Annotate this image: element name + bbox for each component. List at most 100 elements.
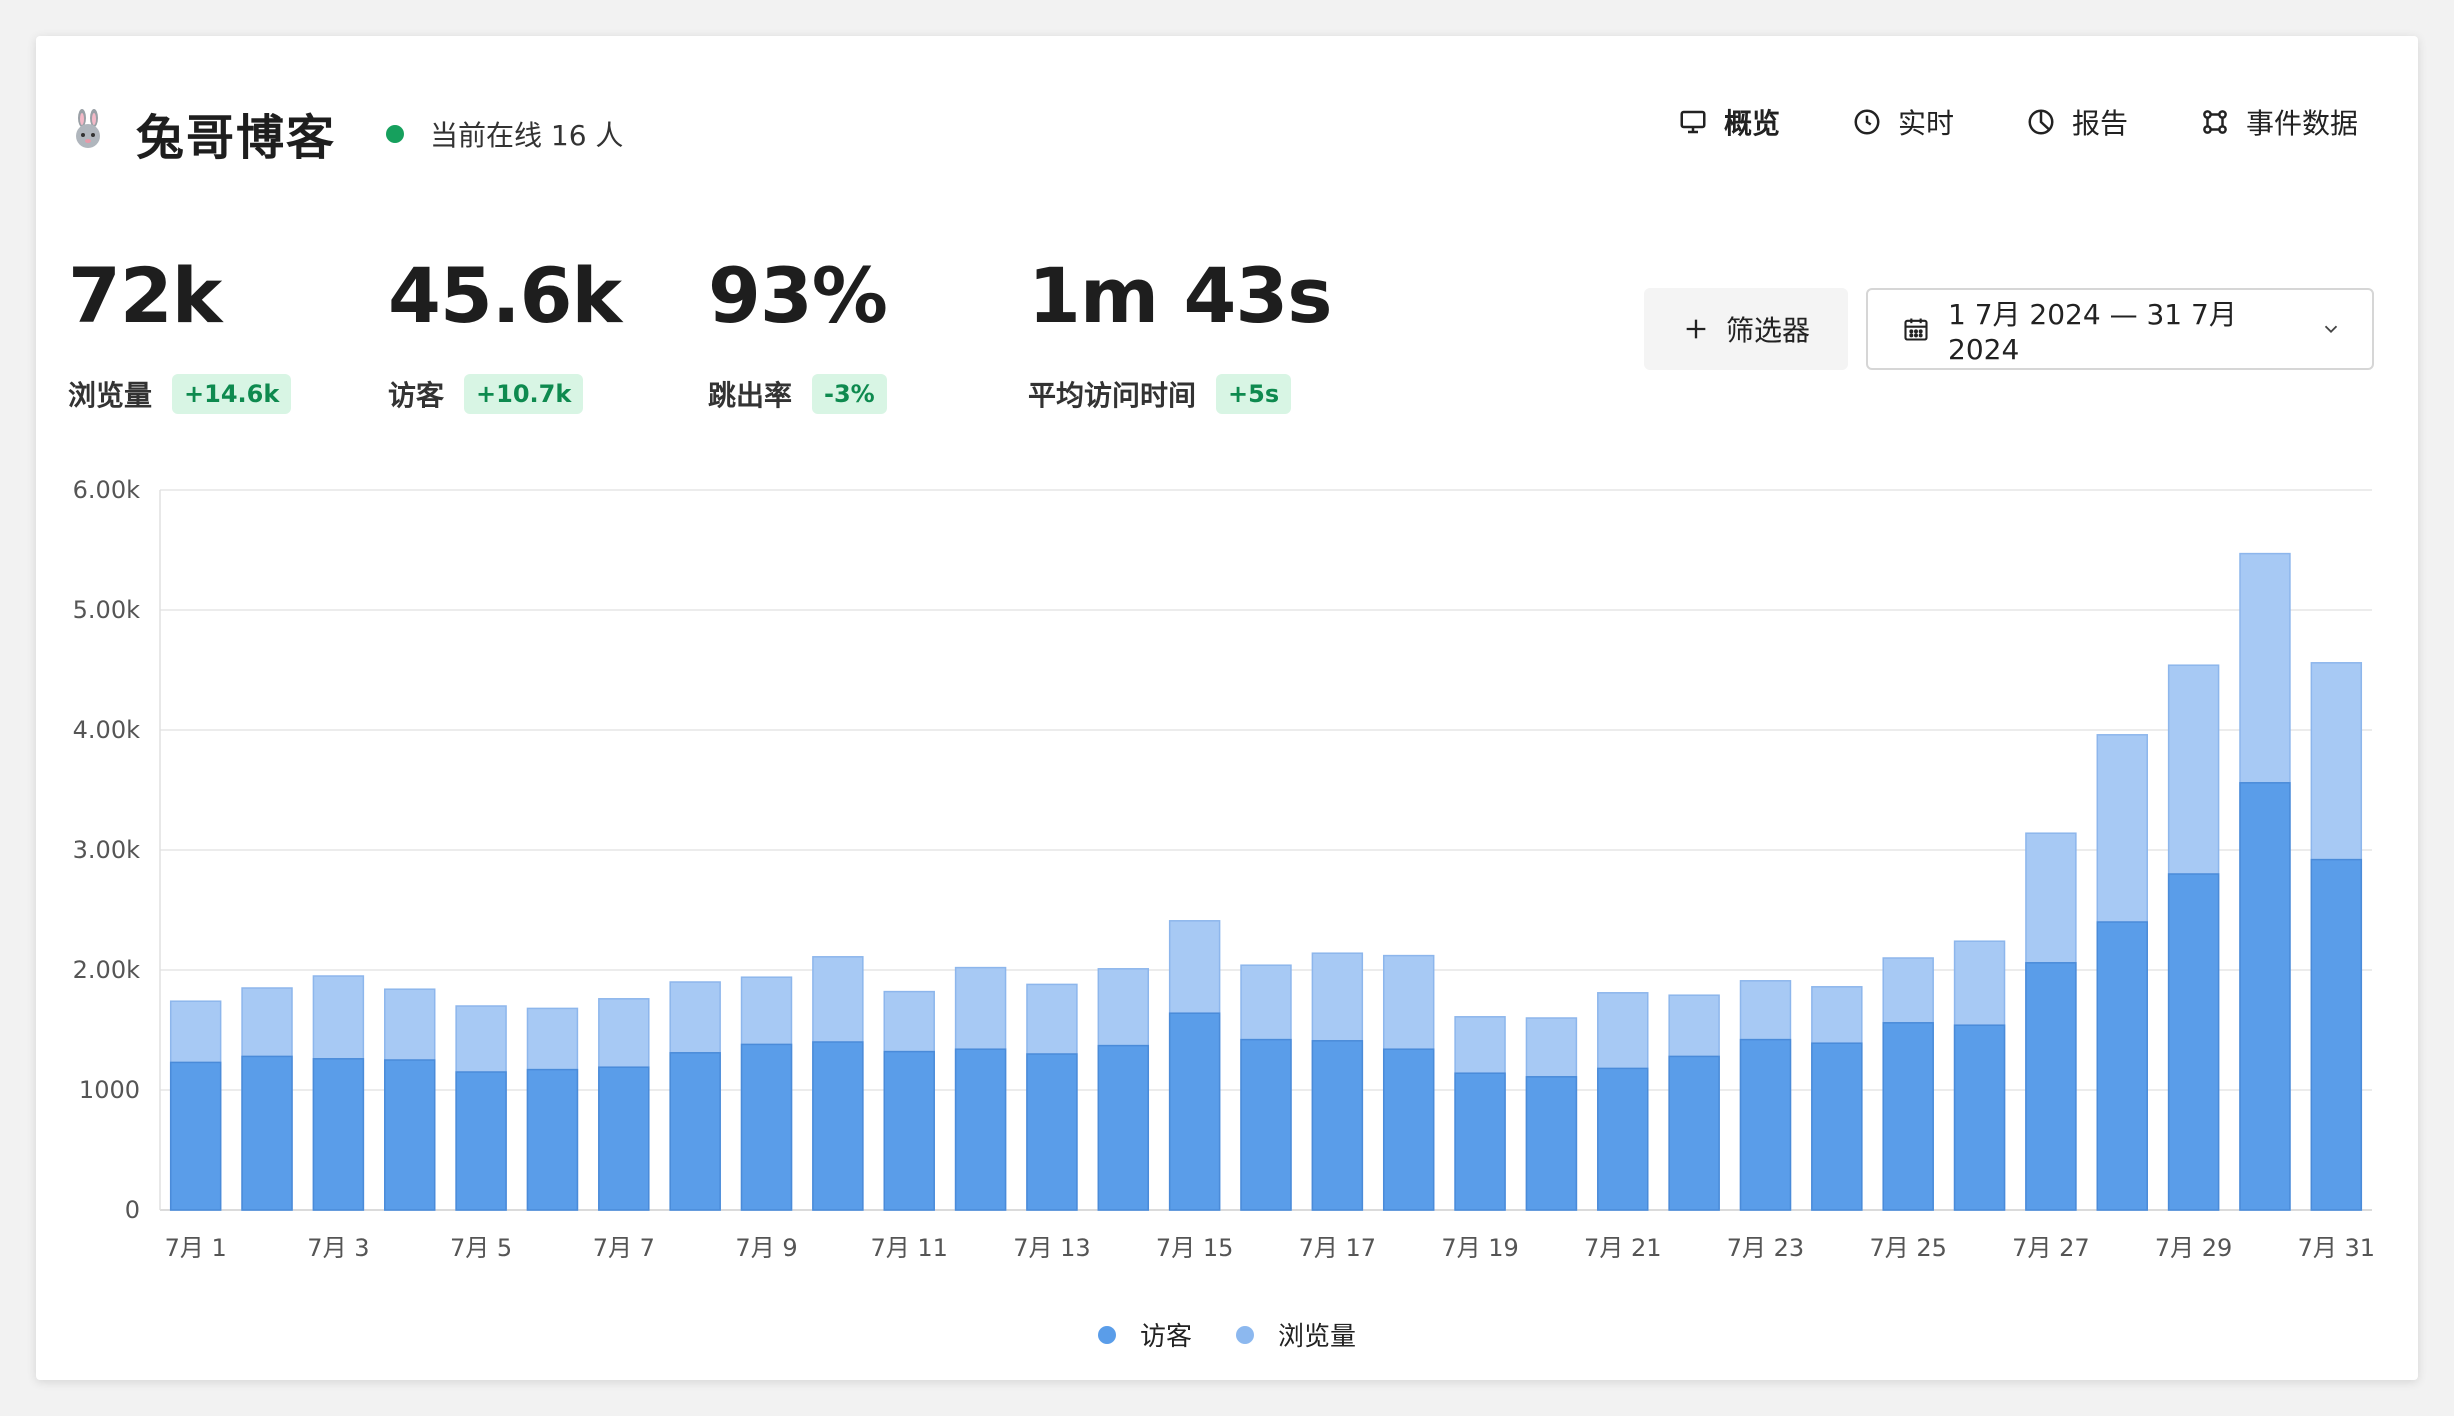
metric-value: 72k [68,251,222,340]
bar-visitors [2310,858,2363,1211]
metric-label: 平均访问时间 [1028,379,1197,412]
clock-icon [1854,109,1880,135]
x-tick-label: 7月 21 [1584,1234,1661,1262]
nav-realtime-label: 实时 [1897,107,1954,140]
x-tick-label: 7月 15 [1156,1234,1233,1262]
bar-visitors [1097,1044,1150,1211]
date-range-text: 1 7月 2024 — 31 7月 2024 [1948,297,2237,366]
chevron-down-icon [2324,325,2338,334]
calendar-icon [1904,318,1928,341]
bar-visitors [2096,921,2148,1211]
bar-visitors [740,1043,793,1211]
legend-swatch-visitors [1097,1325,1116,1344]
x-tick-label: 7月 13 [1013,1234,1090,1262]
bar-visitors [1168,1012,1221,1211]
traffic-bar-chart: 0 1000 2.00k 3.00k 4.00k 5.00k 6.00k 7月 1 7月 3 7月… [73,476,2375,1262]
y-tick-label: 3.00k [73,836,140,864]
nav-reports[interactable]: 报告 [2026,102,2128,142]
nav-overview[interactable]: 概览 [1678,102,1780,142]
y-tick-label: 2.00k [73,956,140,984]
bar-visitors [384,1059,436,1211]
y-tick-label: 4.00k [73,716,140,744]
metric-change-badge: +5s [1216,374,1292,414]
legend-swatch-pageviews [1236,1325,1254,1344]
plus-icon [1686,319,1706,339]
bar-visitors [1382,1048,1435,1211]
x-tick-label: 7月 3 [307,1234,369,1262]
bar-visitors [1739,1038,1792,1211]
y-tick-label: 0 [125,1196,140,1224]
bar-visitors [598,1066,650,1211]
bar-visitors [1525,1076,1578,1211]
bar-visitors [455,1071,507,1211]
date-range-picker[interactable]: 1 7月 2024 — 31 7月 2024 [1866,288,2374,370]
x-tick-label: 7月 31 [2298,1234,2375,1262]
online-count-text: 当前在线 16 人 [430,119,624,152]
metric-value: 93% [708,251,888,340]
x-tick-label: 7月 9 [735,1234,797,1262]
metric-change-badge: +14.6k [172,374,292,414]
legend-item-pageviews[interactable]: 浏览量 [1236,1316,1356,1353]
filter-button[interactable]: 筛选器 [1644,288,1848,370]
bar-visitors [883,1050,935,1211]
bar-visitors [1811,1042,1863,1211]
y-tick-label: 6.00k [73,476,140,504]
online-status: 当前在线 16 人 [386,114,623,154]
y-tick-label: 1000 [79,1076,140,1104]
bar-visitors [812,1041,864,1211]
bar-visitors [1597,1067,1649,1211]
x-tick-label: 7月 23 [1727,1234,1804,1262]
bar-visitors [2025,962,2077,1211]
monitor-icon [1680,110,1706,134]
metric-label: 浏览量 [68,379,153,412]
x-tick-label: 7月 29 [2155,1234,2232,1262]
x-tick-label: 7月 7 [593,1234,655,1262]
bar-visitors [954,1048,1007,1211]
metric-label: 跳出率 [708,379,793,412]
metric-visitors: 45.6k 访客 +10.7k [388,251,622,414]
nav-overview-label: 概览 [1723,107,1780,140]
x-tick-label: 7月 1 [165,1234,227,1262]
bar-visitors [1240,1038,1292,1211]
bar-visitors [2167,873,2220,1211]
bar-visitors [526,1068,579,1211]
y-tick-label: 5.00k [73,596,140,624]
bar-visitors [241,1055,293,1211]
bar-visitors [669,1052,721,1211]
legend-item-visitors[interactable]: 访客 [1097,1316,1192,1353]
pie-chart-icon [2028,109,2054,135]
bar-visitors [312,1058,365,1211]
rabbit-logo-icon [76,109,100,148]
x-tick-label: 7月 17 [1299,1234,1376,1262]
metric-bounce-rate: 93% 跳出率 -3% [708,251,888,414]
dashboard-card: 兔哥博客 当前在线 16 人 概览 实时 报告 [36,36,2418,1380]
online-dot-icon [386,125,404,143]
bar-visitors [169,1061,222,1211]
metric-pageviews: 72k 浏览量 +14.6k [68,251,292,414]
metric-change-badge: -3% [812,374,887,414]
metric-value: 1m 43s [1028,251,1333,340]
metric-change-badge: +10.7k [464,374,584,414]
filter-button-label: 筛选器 [1725,314,1810,347]
x-tick-label: 7月 25 [1869,1234,1946,1262]
metric-value: 45.6k [388,251,622,340]
nav-events[interactable]: 事件数据 [2200,102,2358,142]
x-tick-label: 7月 27 [2012,1234,2089,1262]
nav-reports-label: 报告 [2071,107,2128,140]
nav-realtime[interactable]: 实时 [1852,102,1954,142]
x-tick-label: 7月 19 [1441,1234,1518,1262]
nodes-icon [2203,110,2227,134]
bar-visitors [1953,1024,2006,1211]
bar-visitors [1026,1053,1078,1211]
legend-label-pageviews: 浏览量 [1278,1322,1357,1352]
bar-visitors [1668,1055,1720,1211]
bar-visitors [1311,1040,1364,1211]
chart-legend: 访客 浏览量 [36,1316,2418,1353]
main-nav: 概览 实时 报告 事件数据 [1678,102,2358,142]
bar-visitors [1882,1022,1934,1211]
metric-avg-visit-time: 1m 43s 平均访问时间 +5s [1028,251,1333,414]
x-tick-label: 7月 11 [871,1234,948,1262]
x-tick-label: 7月 5 [450,1234,512,1262]
site-title: 兔哥博客 [136,110,337,166]
bar-visitors [2239,782,2291,1211]
